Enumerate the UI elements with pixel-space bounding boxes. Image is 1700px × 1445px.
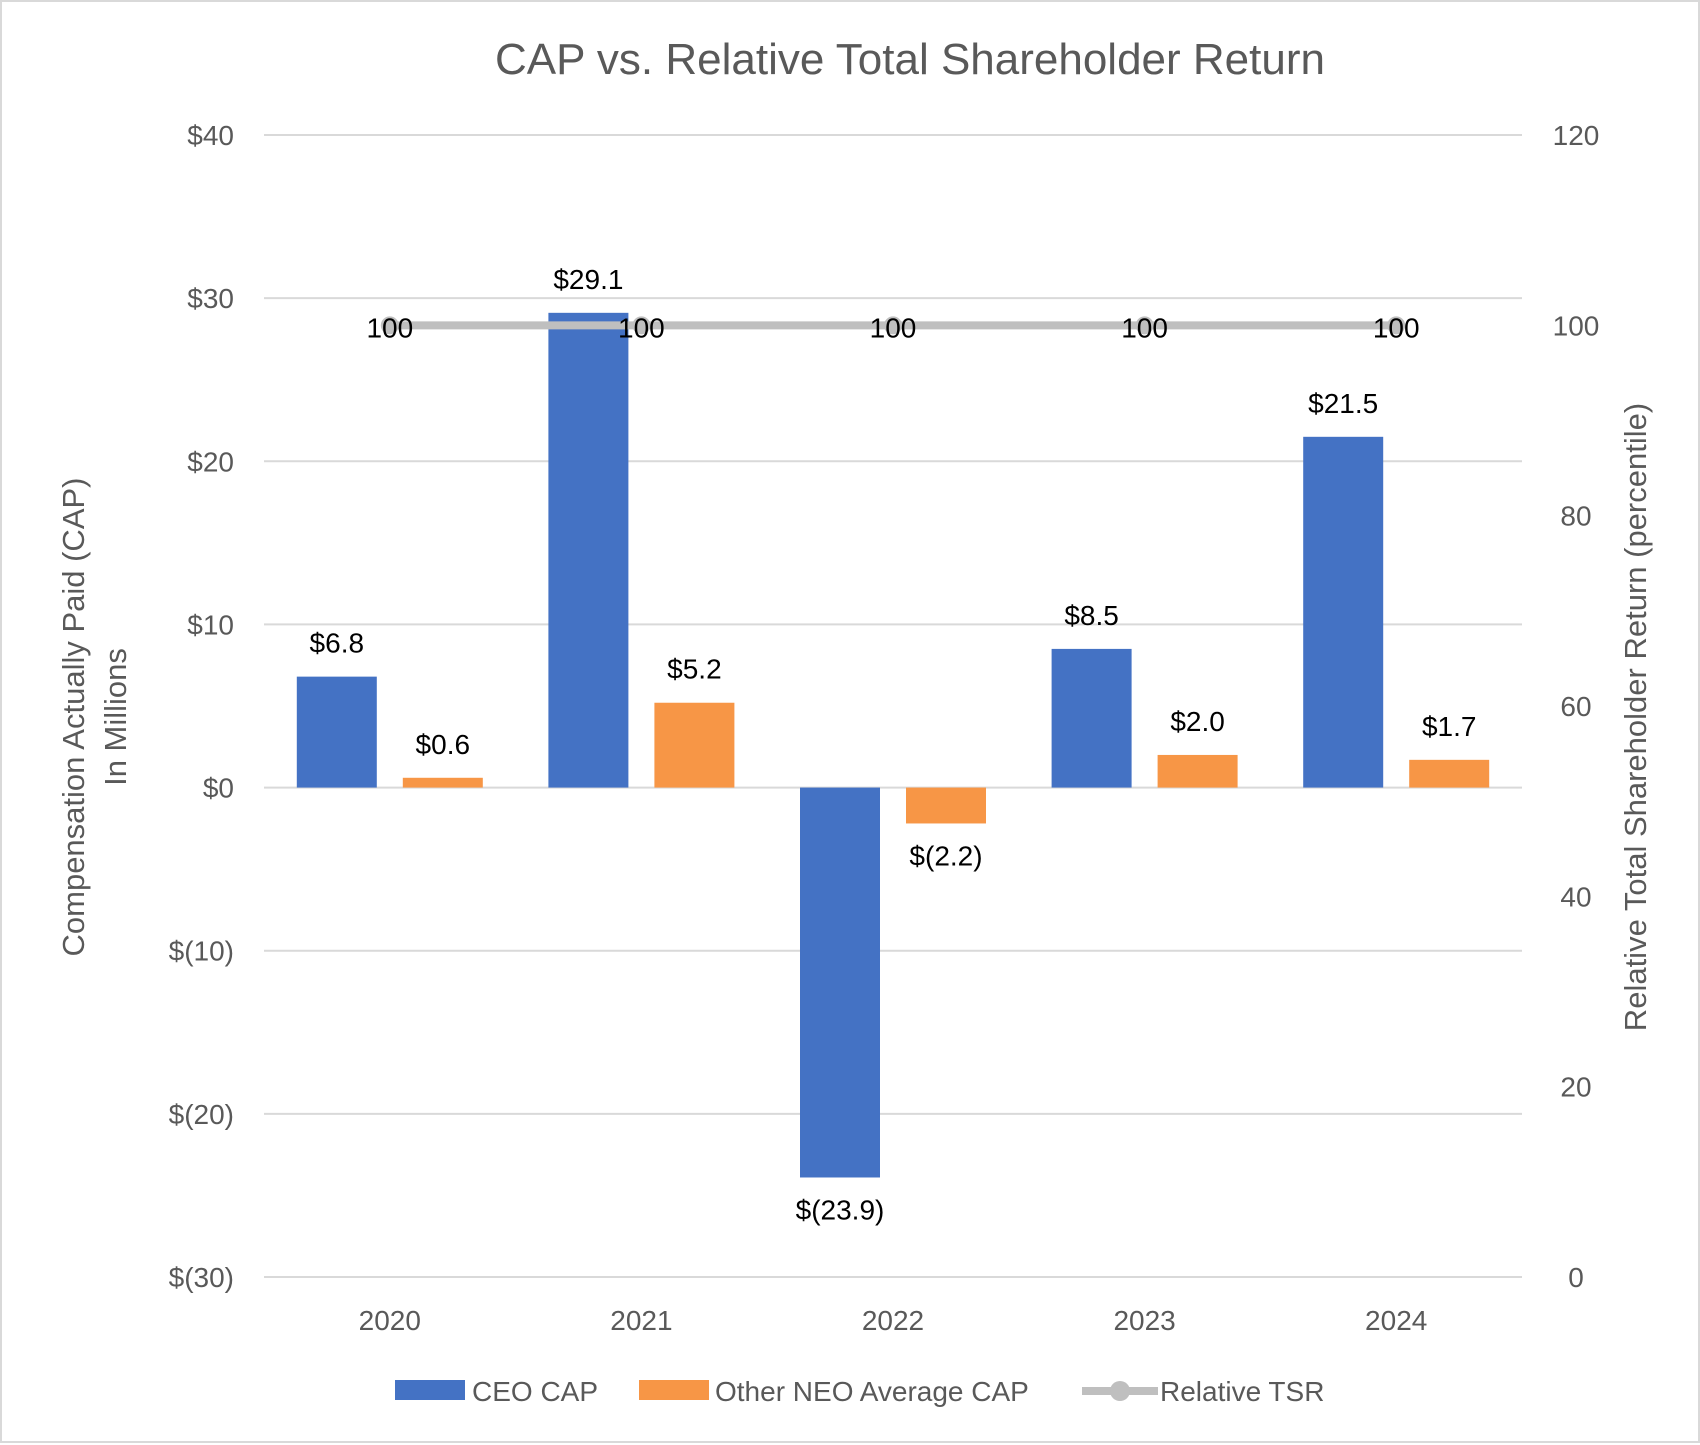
legend-swatch-other-neo [639,1380,709,1400]
tsr-marker [1135,316,1154,335]
left-axis-title: Compensation Actually Paid (CAP) In Mill… [56,477,133,956]
data-label-ceo-cap: $6.8 [310,628,365,659]
legend-label-other-neo: Other NEO Average CAP [715,1376,1029,1407]
tsr-marker [1387,316,1406,335]
left-tick-label: $(20) [169,1099,234,1130]
data-label-other-neo-cap: $(2.2) [909,840,982,871]
left-tick-label: $30 [187,283,234,314]
data-label-ceo-cap: $21.5 [1308,388,1378,419]
left-tick-label: $20 [187,446,234,477]
data-label-tsr: 100 [1121,312,1168,343]
right-tick-label: 0 [1568,1262,1584,1293]
data-label-ceo-cap: $8.5 [1064,600,1119,631]
bar-ceo-cap [1303,436,1384,788]
left-axis-title-line-1: Compensation Actually Paid (CAP) [56,477,91,956]
right-tick-label: 80 [1560,501,1591,532]
data-label-ceo-cap: $(23.9) [796,1194,885,1225]
tsr-line [380,316,1406,335]
bar-ceo-cap [548,312,629,788]
chart-title: CAP vs. Relative Total Shareholder Retur… [495,35,1325,84]
x-tick-label: 2020 [359,1305,421,1336]
right-axis-ticks: 0 20 40 60 80 100 120 [1553,120,1600,1293]
tsr-marker [884,316,902,335]
right-tick-label: 40 [1560,881,1591,912]
legend-label-tsr: Relative TSR [1160,1376,1324,1407]
left-tick-label: $0 [203,773,234,804]
bar-other-neo-cap [1157,754,1238,788]
x-tick-label: 2022 [862,1305,924,1336]
bars [296,312,1490,1178]
right-axis-title: Relative Total Shareholder Return (perce… [1618,403,1653,1031]
data-label-other-neo-cap: $5.2 [667,654,722,685]
data-labels: $6.8 $29.1 $(23.9) $8.5 $21.5 $0.6 $5.2 $(2.2) $… [310,264,1477,1226]
right-tick-label: 100 [1553,310,1600,341]
right-tick-label: 20 [1560,1072,1591,1103]
bar-other-neo-cap [1409,759,1490,788]
x-tick-label: 2023 [1113,1305,1175,1336]
tsr-marker [380,316,399,335]
left-tick-label: $10 [187,609,234,640]
legend-swatch-tsr-marker [1110,1381,1130,1401]
bar-ceo-cap [800,787,880,1178]
right-tick-label: 60 [1560,691,1591,722]
left-tick-label: $(10) [169,936,234,967]
tsr-marker [632,316,651,335]
x-tick-label: 2024 [1365,1305,1427,1336]
x-axis-ticks: 2020 2021 2022 2023 2024 [359,1305,1428,1336]
left-axis-ticks: $(30) $(20) $(10) $0 $10 $20 $30 $40 [169,120,234,1293]
bar-other-neo-cap [402,777,483,788]
data-label-tsr: 100 [366,312,413,343]
right-tick-label: 120 [1553,120,1600,151]
bar-ceo-cap [1051,648,1132,788]
bar-other-neo-cap [906,787,986,824]
bar-other-neo-cap [654,702,735,788]
data-label-tsr: 100 [870,312,917,343]
left-axis-title-line-2: In Millions [98,648,133,786]
legend-swatch-ceo-cap [395,1380,465,1400]
data-label-tsr: 100 [618,312,665,343]
data-label-tsr: 100 [1373,312,1420,343]
data-label-other-neo-cap: $0.6 [416,729,471,760]
data-label-other-neo-cap: $2.0 [1170,706,1225,737]
legend-label-ceo-cap: CEO CAP [472,1376,598,1407]
legend: CEO CAP Other NEO Average CAP Relative T… [395,1376,1324,1407]
data-label-other-neo-cap: $1.7 [1422,711,1477,742]
left-tick-label: $(30) [169,1262,234,1293]
x-tick-label: 2021 [610,1305,672,1336]
left-tick-label: $40 [187,120,234,151]
bar-ceo-cap [296,676,377,788]
data-label-ceo-cap: $29.1 [553,264,623,295]
